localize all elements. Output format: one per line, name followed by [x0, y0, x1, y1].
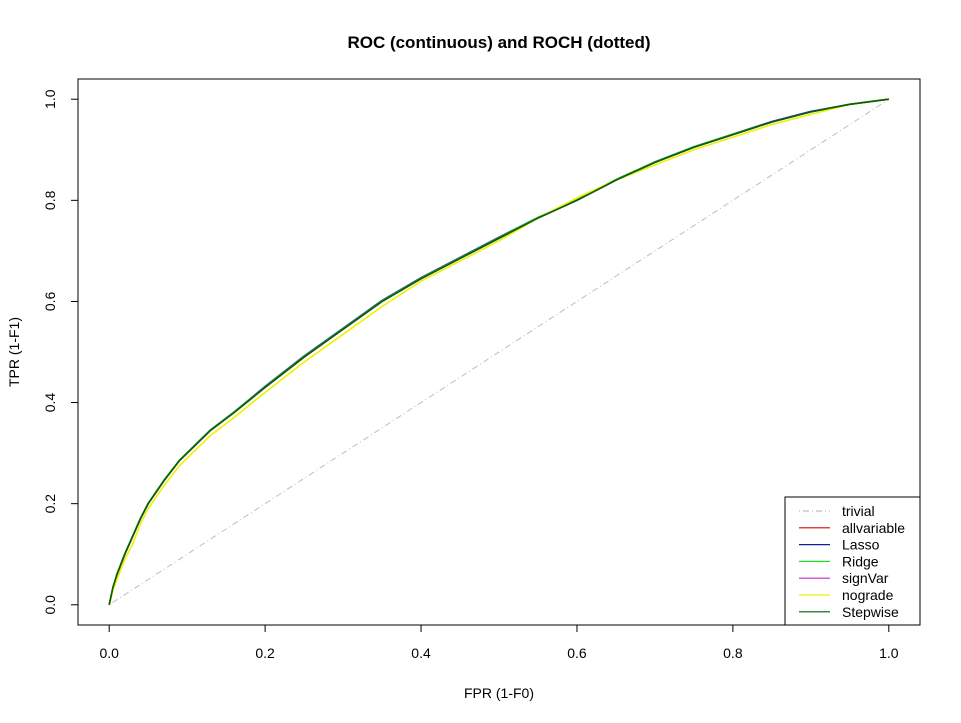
- y-tick-label: 0.2: [42, 494, 58, 514]
- y-tick-label: 1.0: [42, 89, 58, 109]
- x-tick-label: 0.8: [723, 645, 743, 661]
- legend-label-signvar: signVar: [842, 570, 889, 586]
- y-tick-label: 0.4: [42, 393, 58, 413]
- y-axis-label: TPR (1-F1): [6, 317, 22, 387]
- x-tick-label: 0.2: [255, 645, 275, 661]
- legend-label-nograde: nograde: [842, 587, 894, 603]
- x-tick-label: 0.4: [411, 645, 431, 661]
- x-tick-label: 1.0: [879, 645, 899, 661]
- x-tick-label: 0.0: [99, 645, 119, 661]
- legend: trivialallvariableLassoRidgesignVarnogra…: [784, 496, 921, 626]
- y-tick-label: 0.8: [42, 190, 58, 210]
- y-tick-label: 0.0: [42, 595, 58, 615]
- y-tick-label: 0.6: [42, 292, 58, 312]
- series-line-stepwise: [108, 98, 889, 605]
- x-axis: 0.0 0.2 0.4 0.6 0.8 1.0: [99, 624, 899, 661]
- x-tick-label: 0.6: [567, 645, 587, 661]
- y-axis: 0.0 0.2 0.4 0.6 0.8 1.0: [42, 89, 79, 615]
- series-line-nograde: [108, 98, 889, 605]
- chart-title: ROC (continuous) and ROCH (dotted): [347, 33, 650, 52]
- legend-label-stepwise: Stepwise: [842, 604, 899, 620]
- series-layer: [108, 98, 890, 606]
- legend-label-ridge: Ridge: [842, 553, 879, 569]
- legend-label-trivial: trivial: [842, 503, 875, 519]
- legend-label-allvariable: allvariable: [842, 520, 905, 536]
- x-axis-label: FPR (1-F0): [464, 685, 534, 701]
- legend-label-lasso: Lasso: [842, 537, 880, 553]
- series-line-trivial: [108, 98, 890, 606]
